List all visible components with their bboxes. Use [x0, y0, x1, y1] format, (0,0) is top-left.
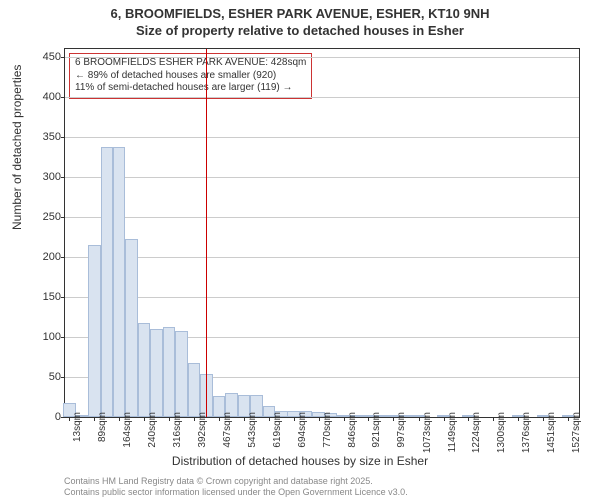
- grid-line: [65, 57, 579, 58]
- x-tick-mark: [144, 417, 145, 421]
- x-tick-mark: [294, 417, 295, 421]
- x-tick-mark: [444, 417, 445, 421]
- x-tick-mark: [568, 417, 569, 421]
- x-tick-mark: [219, 417, 220, 421]
- attribution: Contains HM Land Registry data © Crown c…: [64, 476, 408, 498]
- grid-line: [65, 177, 579, 178]
- y-tick-mark: [61, 297, 65, 298]
- grid-line: [65, 217, 579, 218]
- x-tick-mark: [269, 417, 270, 421]
- x-tick-mark: [493, 417, 494, 421]
- y-tick-mark: [61, 97, 65, 98]
- reference-vline: [206, 49, 207, 417]
- plot-area: 6 BROOMFIELDS ESHER PARK AVENUE: 428sqm …: [64, 48, 580, 418]
- x-tick-mark: [344, 417, 345, 421]
- histogram-bar: [88, 245, 101, 417]
- y-tick-mark: [61, 257, 65, 258]
- x-tick-mark: [244, 417, 245, 421]
- y-tick-mark: [61, 57, 65, 58]
- annotation-box: 6 BROOMFIELDS ESHER PARK AVENUE: 428sqm …: [69, 53, 312, 99]
- y-tick-label: 50: [31, 371, 61, 383]
- y-tick-mark: [61, 417, 65, 418]
- grid-line: [65, 257, 579, 258]
- x-axis-label: Distribution of detached houses by size …: [0, 454, 600, 468]
- x-tick-mark: [119, 417, 120, 421]
- x-tick-mark: [393, 417, 394, 421]
- x-tick-mark: [419, 417, 420, 421]
- x-tick-mark: [194, 417, 195, 421]
- annotation-line-2: ← 89% of detached houses are smaller (92…: [75, 70, 276, 81]
- y-tick-label: 400: [31, 91, 61, 103]
- x-tick-mark: [368, 417, 369, 421]
- annotation-line-3: 11% of semi-detached houses are larger (…: [75, 82, 293, 93]
- histogram-bar: [113, 147, 126, 417]
- annotation-line-1: 6 BROOMFIELDS ESHER PARK AVENUE: 428sqm: [75, 57, 306, 68]
- y-tick-label: 350: [31, 131, 61, 143]
- attribution-line-1: Contains HM Land Registry data © Crown c…: [64, 476, 373, 486]
- chart-container: 6, BROOMFIELDS, ESHER PARK AVENUE, ESHER…: [0, 0, 600, 500]
- grid-line: [65, 297, 579, 298]
- histogram-bar: [188, 363, 201, 417]
- x-tick-mark: [543, 417, 544, 421]
- y-tick-label: 100: [31, 331, 61, 343]
- histogram-bar: [101, 147, 114, 417]
- y-tick-mark: [61, 217, 65, 218]
- title-line-1: 6, BROOMFIELDS, ESHER PARK AVENUE, ESHER…: [111, 6, 490, 21]
- x-tick-mark: [69, 417, 70, 421]
- grid-line: [65, 97, 579, 98]
- y-tick-label: 0: [31, 411, 61, 423]
- x-tick-mark: [169, 417, 170, 421]
- y-tick-label: 450: [31, 51, 61, 63]
- y-tick-label: 150: [31, 291, 61, 303]
- y-axis-label: Number of detached properties: [10, 65, 24, 230]
- histogram-bar: [138, 323, 151, 417]
- x-tick-mark: [518, 417, 519, 421]
- y-tick-mark: [61, 377, 65, 378]
- y-tick-label: 300: [31, 171, 61, 183]
- title-line-2: Size of property relative to detached ho…: [136, 23, 464, 38]
- grid-line: [65, 137, 579, 138]
- x-tick-mark: [94, 417, 95, 421]
- y-tick-label: 200: [31, 251, 61, 263]
- y-tick-label: 250: [31, 211, 61, 223]
- y-tick-mark: [61, 137, 65, 138]
- y-tick-mark: [61, 177, 65, 178]
- y-tick-mark: [61, 337, 65, 338]
- histogram-bar: [150, 329, 163, 417]
- x-tick-mark: [319, 417, 320, 421]
- histogram-bar: [125, 239, 138, 417]
- attribution-line-2: Contains public sector information licen…: [64, 487, 408, 497]
- chart-title: 6, BROOMFIELDS, ESHER PARK AVENUE, ESHER…: [0, 0, 600, 40]
- histogram-bar: [163, 327, 176, 417]
- x-tick-mark: [468, 417, 469, 421]
- histogram-bar: [175, 331, 188, 417]
